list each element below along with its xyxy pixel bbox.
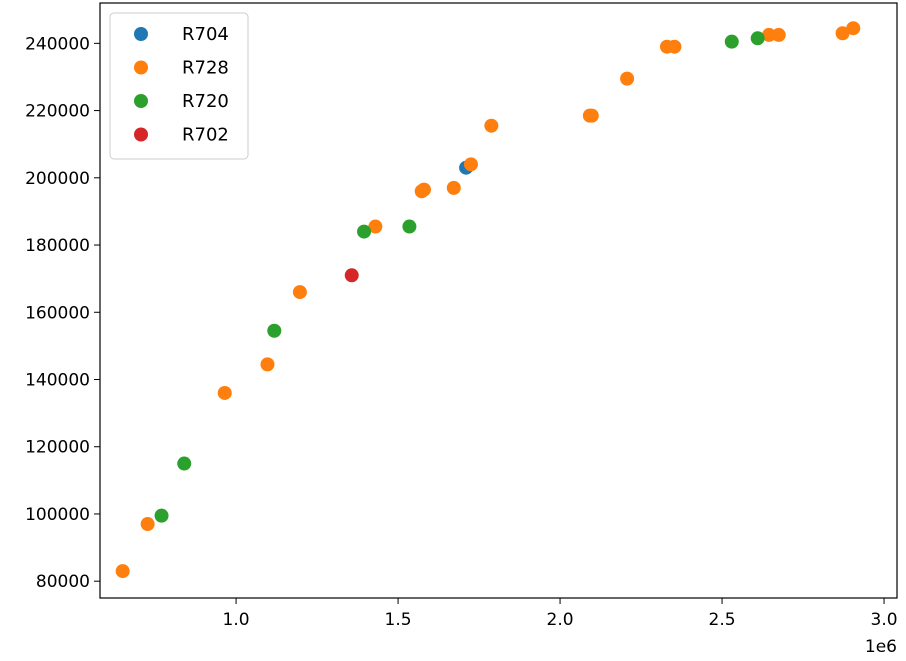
data-point-r720-4: [402, 219, 417, 234]
data-point-r728-5: [368, 219, 383, 234]
x-axis-offset-label: 1e6: [865, 637, 897, 657]
data-point-r728-10: [484, 118, 499, 133]
data-point-r720-6: [750, 31, 765, 46]
y-tick-label: 140000: [25, 370, 90, 390]
data-point-r728-16: [762, 27, 777, 42]
legend-marker-r720: [134, 94, 148, 108]
legend-label-r728: R728: [182, 58, 229, 79]
y-tick-label: 220000: [25, 102, 90, 122]
data-point-r728-7: [416, 182, 431, 197]
data-point-r728-9: [463, 157, 478, 172]
y-tick-label: 100000: [25, 505, 90, 525]
data-point-r720-1: [177, 456, 192, 471]
data-point-r728-13: [620, 71, 635, 86]
x-tick-label: 1.0: [223, 610, 250, 630]
x-tick-label: 2.5: [709, 610, 736, 630]
x-tick-label: 1.5: [385, 610, 412, 630]
data-point-r728-0: [115, 564, 130, 579]
y-tick-label: 160000: [25, 303, 90, 323]
legend-box: [109, 12, 249, 160]
data-point-r702-0: [344, 268, 359, 283]
y-tick-label: 180000: [25, 236, 90, 256]
legend-marker-r728: [134, 60, 148, 75]
y-tick-label: 200000: [25, 169, 90, 189]
data-point-r728-8: [446, 180, 461, 195]
data-point-r728-4: [292, 285, 307, 300]
legend-marker-r704: [134, 27, 148, 41]
y-tick-label: 240000: [25, 34, 90, 54]
plot-frame: [99, 2, 898, 599]
legend-label-r720: R720: [182, 91, 229, 112]
data-point-r720-0: [154, 508, 169, 523]
data-point-r720-3: [357, 224, 372, 239]
y-tick-label: 120000: [25, 438, 90, 458]
data-point-r720-2: [267, 323, 282, 338]
data-point-r728-3: [260, 357, 275, 372]
x-tick-label: 3.0: [871, 610, 898, 630]
legend-marker-r702: [134, 127, 148, 142]
data-point-r728-15: [667, 39, 682, 54]
y-tick-label: 80000: [36, 572, 90, 592]
data-point-r728-12: [584, 108, 599, 123]
x-tick-label: 2.0: [547, 610, 574, 630]
data-point-r728-17: [771, 27, 786, 42]
data-point-r728-19: [846, 21, 861, 36]
data-point-r720-5: [724, 34, 739, 49]
data-point-r728-1: [140, 517, 155, 532]
data-point-r728-18: [835, 26, 850, 41]
legend-label-r702: R702: [182, 125, 229, 146]
legend-label-r704: R704: [182, 24, 229, 45]
data-point-r728-2: [217, 385, 232, 400]
